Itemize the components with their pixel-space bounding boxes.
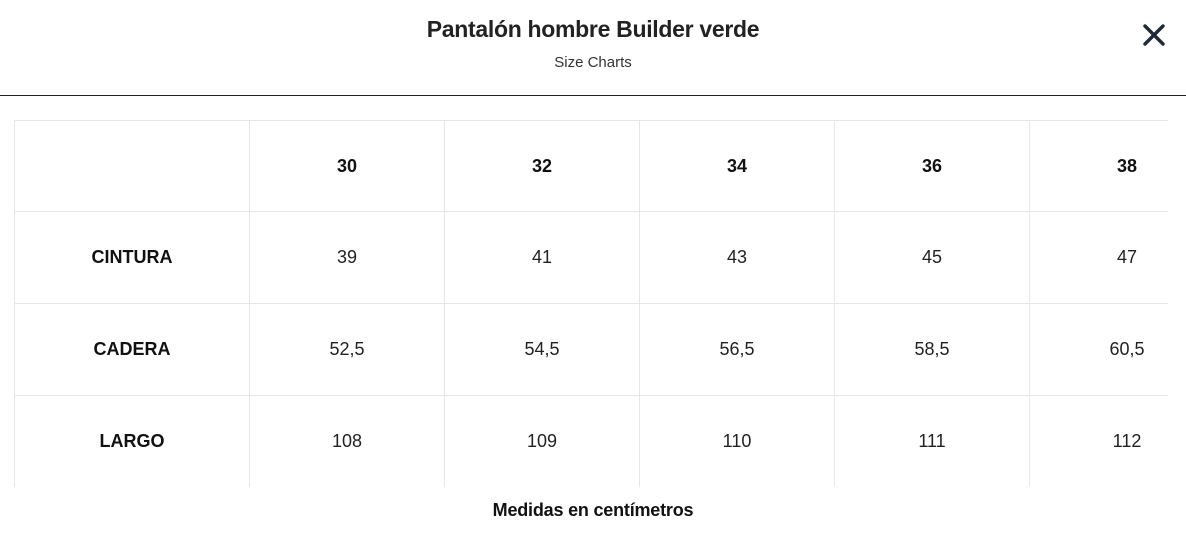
- row-label-cadera: CADERA: [14, 303, 250, 396]
- size-table-container[interactable]: 30 32 34 36 38 CINTURA 39 41 43 45 47 CA…: [14, 120, 1168, 487]
- table-cell: 54,5: [444, 303, 640, 396]
- table-cell: 41: [444, 211, 640, 304]
- measurement-unit-note: Medidas en centímetros: [492, 500, 694, 520]
- table-cell: 52,5: [249, 303, 445, 396]
- table-row-cintura: CINTURA 39 41 43 45 47: [14, 211, 1168, 304]
- close-icon: [1143, 24, 1165, 46]
- table-cell: 56,5: [639, 303, 835, 396]
- table-cell: 43: [639, 211, 835, 304]
- row-label-largo: LARGO: [14, 395, 250, 487]
- close-button[interactable]: [1138, 19, 1170, 51]
- size-header-32: 32: [444, 120, 640, 212]
- table-cell: 109: [444, 395, 640, 487]
- row-label-cintura: CINTURA: [14, 211, 250, 304]
- size-table: 30 32 34 36 38 CINTURA 39 41 43 45 47 CA…: [14, 120, 1168, 487]
- table-cell: 111: [834, 395, 1030, 487]
- table-cell: 58,5: [834, 303, 1030, 396]
- size-header-30: 30: [249, 120, 445, 212]
- modal-header: Pantalón hombre Builder verde Size Chart…: [0, 0, 1186, 96]
- table-cell: 47: [1029, 211, 1168, 304]
- table-row-largo: LARGO 108 109 110 111 112: [14, 395, 1168, 487]
- size-header-34: 34: [639, 120, 835, 212]
- table-row-cadera: CADERA 52,5 54,5 56,5 58,5 60,5: [14, 303, 1168, 396]
- table-cell: 110: [639, 395, 835, 487]
- size-header-38: 38: [1029, 120, 1168, 212]
- table-corner-cell: [14, 120, 250, 212]
- table-cell: 108: [249, 395, 445, 487]
- modal-subtitle: Size Charts: [554, 54, 632, 71]
- table-cell: 39: [249, 211, 445, 304]
- table-cell: 60,5: [1029, 303, 1168, 396]
- size-header-36: 36: [834, 120, 1030, 212]
- table-cell: 45: [834, 211, 1030, 304]
- table-cell: 112: [1029, 395, 1168, 487]
- modal-title: Pantalón hombre Builder verde: [426, 16, 760, 42]
- table-header-row: 30 32 34 36 38: [14, 120, 1168, 212]
